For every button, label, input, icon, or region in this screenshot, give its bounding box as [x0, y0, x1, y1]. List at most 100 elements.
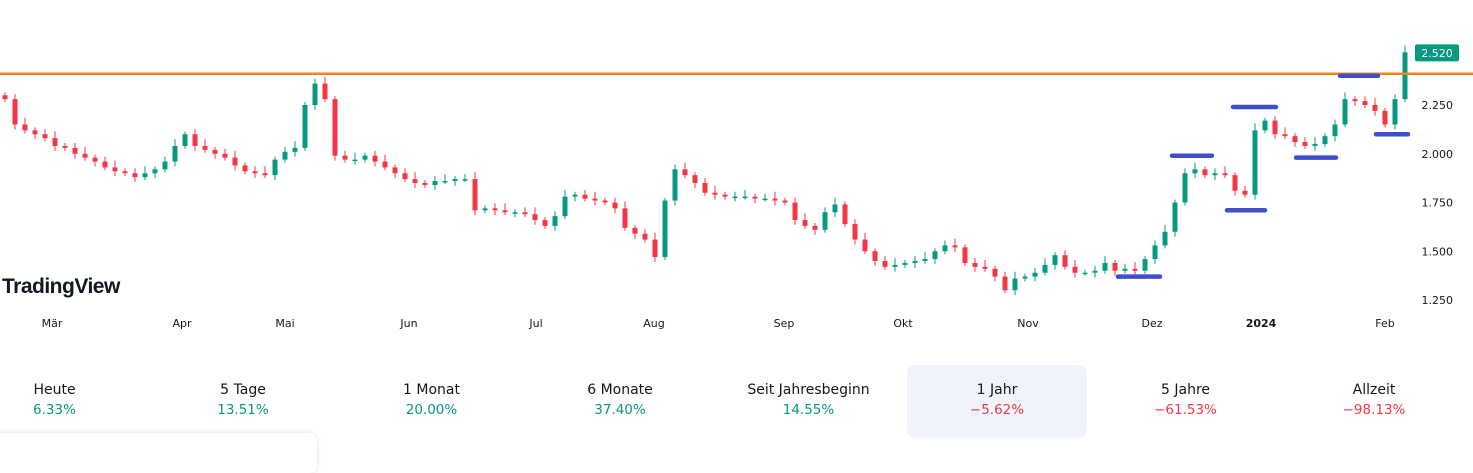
candle-body	[442, 181, 448, 183]
period-tab[interactable]: 6 Monate 37.40%	[530, 365, 710, 438]
candle-body	[802, 220, 808, 226]
x-tick-label: Mai	[275, 317, 294, 330]
candle-body	[392, 167, 398, 174]
candle-body	[602, 200, 608, 203]
candle-body	[1222, 173, 1228, 176]
period-tab[interactable]: 1 Jahr −5.62%	[907, 365, 1087, 438]
price-chart[interactable]: 1.250 1.500 1.750 2.000 2.250 2.520 Mär Apr Mai J…	[0, 0, 1473, 340]
candle-body	[402, 173, 408, 180]
y-tick-label: 1.250	[1422, 294, 1454, 307]
candle-body	[692, 175, 698, 183]
candle-body	[232, 157, 238, 166]
candle-body	[362, 155, 368, 160]
candle-body	[552, 216, 558, 226]
candle-body	[532, 214, 538, 221]
period-tab[interactable]: 5 Tage 13.51%	[153, 365, 333, 438]
candle-body	[132, 173, 138, 178]
candle-body	[1202, 169, 1208, 176]
y-tick-label: 1.500	[1422, 245, 1454, 258]
candle-body	[942, 245, 948, 252]
candle-body	[642, 233, 648, 240]
candle-body	[1022, 276, 1028, 279]
candle-body	[1182, 173, 1188, 203]
candle-body	[1362, 101, 1368, 105]
x-tick-label: Apr	[172, 317, 192, 330]
candle-body	[422, 183, 428, 185]
candle-body	[702, 183, 708, 193]
candle-body	[262, 173, 268, 176]
candle-body	[172, 145, 178, 162]
candle-body	[572, 194, 578, 197]
candle-body	[782, 200, 788, 203]
candle-body	[1272, 120, 1278, 135]
tradingview-logo: TradingView	[2, 275, 120, 298]
candle-body	[182, 134, 188, 146]
last-price-badge	[1415, 44, 1459, 62]
candle-body	[1242, 190, 1248, 195]
candle-body	[1052, 255, 1058, 265]
x-tick-label: Jun	[399, 317, 417, 330]
candle-body	[822, 212, 828, 230]
y-tick-label: 2.000	[1422, 148, 1454, 161]
x-tick-label: Feb	[1375, 317, 1394, 330]
candle-body	[352, 159, 358, 162]
candle-body	[412, 179, 418, 183]
candle-body	[1122, 268, 1128, 271]
period-tab[interactable]: Heute 6.33%	[0, 365, 145, 438]
candle-body	[112, 167, 118, 172]
candle-body	[992, 268, 998, 277]
candle-body	[1172, 202, 1178, 232]
candle-body	[312, 83, 318, 105]
candle-body	[892, 264, 898, 267]
period-change: 37.40%	[594, 402, 646, 418]
candle-body	[1402, 52, 1408, 100]
candle-body	[1312, 144, 1318, 146]
x-tick-label: Nov	[1017, 317, 1039, 330]
candle-body	[452, 179, 458, 182]
candle-body	[162, 161, 168, 170]
candle-body	[1082, 272, 1088, 275]
candle-body	[932, 251, 938, 260]
candle-body	[32, 130, 38, 135]
candle-body	[1212, 173, 1218, 176]
candle-body	[672, 169, 678, 201]
candle-body	[342, 155, 348, 160]
candle-body	[562, 196, 568, 217]
x-tick-label: Okt	[893, 317, 913, 330]
candle-body	[382, 161, 388, 168]
period-tab[interactable]: 1 Monat 20.00%	[342, 365, 522, 438]
candle-body	[1142, 259, 1148, 271]
candle-body	[1322, 136, 1328, 144]
candle-body	[82, 153, 88, 158]
period-tab[interactable]: 5 Jahre −61.53%	[1096, 365, 1276, 438]
period-label: 6 Monate	[587, 382, 653, 398]
period-label: 5 Jahre	[1161, 382, 1210, 398]
candle-body	[242, 165, 248, 172]
candle-body	[772, 198, 778, 201]
candle-body	[1352, 99, 1358, 102]
candle-body	[1282, 134, 1288, 137]
candle-body	[1152, 245, 1158, 260]
candle-body	[202, 145, 208, 150]
period-change: −98.13%	[1342, 402, 1406, 418]
x-tick-label: Sep	[774, 317, 795, 330]
candle-body	[192, 134, 198, 146]
period-tab[interactable]: Seit Jahresbeginn 14.55%	[719, 365, 899, 438]
candle-body	[332, 99, 338, 156]
candle-body	[1372, 105, 1378, 111]
x-tick-label: Jul	[528, 317, 542, 330]
candle-body	[1012, 278, 1018, 291]
candle-body	[1092, 270, 1098, 273]
candle-body	[742, 196, 748, 199]
y-tick-label: 2.250	[1422, 99, 1454, 112]
x-tick-label: 2024	[1246, 317, 1277, 330]
candle-body	[212, 149, 218, 154]
period-tab[interactable]: Allzeit −98.13%	[1284, 365, 1464, 438]
candle-body	[1102, 262, 1108, 271]
candle-body	[2, 95, 8, 100]
x-tick-label: Aug	[643, 317, 664, 330]
candle-body	[1112, 262, 1118, 271]
candle-body	[1392, 99, 1398, 125]
period-label: 5 Tage	[220, 382, 266, 398]
candle-body	[732, 196, 738, 199]
